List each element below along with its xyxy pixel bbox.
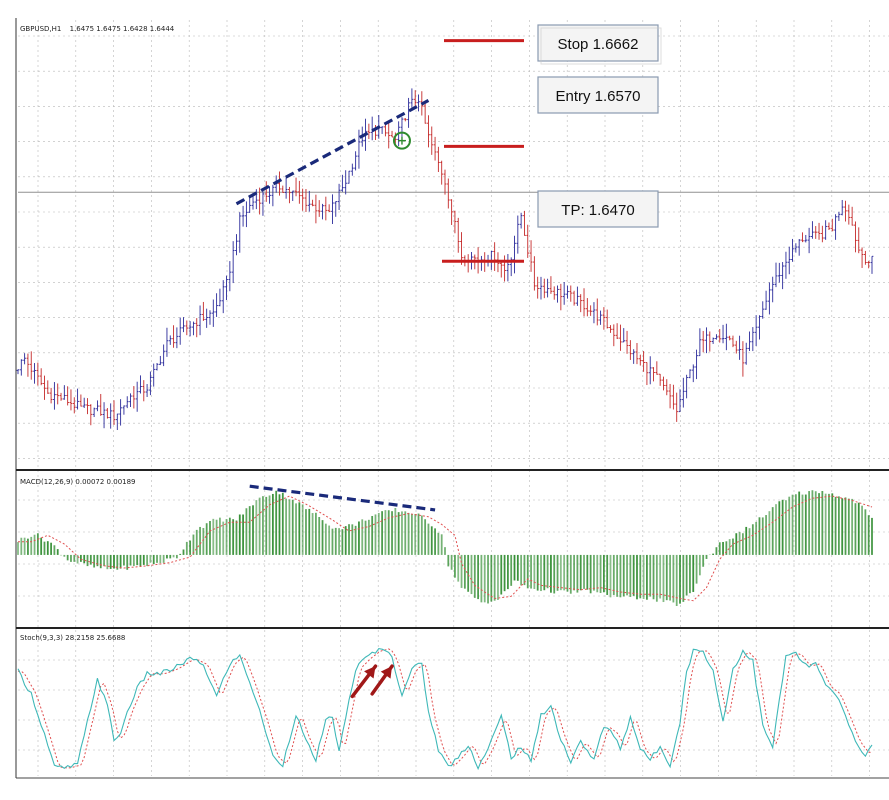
stop-callout: Stop 1.6662 [537, 24, 662, 65]
macd-label: MACD(12,26,9) 0.00072 0.00189 [20, 478, 136, 486]
stoch-arrow-head [364, 666, 376, 679]
stoch-panel [17, 647, 873, 771]
stoch-main-line [17, 647, 873, 771]
stoch-label: Stoch(9,3,3) 28.2158 25.6688 [20, 634, 125, 642]
tp-callout: TP: 1.6470 [537, 190, 659, 228]
entry-marker [392, 131, 411, 150]
macd-signal-line [18, 495, 873, 602]
stoch-arrow-head [380, 666, 393, 679]
stop-label: Stop 1.6662 [558, 36, 639, 53]
price-header: GBPUSD,H1 1.6475 1.6475 1.6428 1.6444 [20, 25, 175, 33]
price-trend-line [235, 99, 430, 206]
ohlc-values: 1.6475 1.6475 1.6428 1.6444 [70, 25, 175, 33]
entry-label: Entry 1.6570 [555, 88, 640, 105]
stoch-signal-line [18, 648, 873, 769]
symbol-label: GBPUSD,H1 [20, 25, 61, 33]
macd-panel [17, 484, 873, 607]
macd-trend-line [249, 484, 436, 512]
entry-callout: Entry 1.6570 [537, 76, 659, 114]
tp-label: TP: 1.6470 [561, 202, 634, 219]
price-panel [16, 39, 889, 431]
